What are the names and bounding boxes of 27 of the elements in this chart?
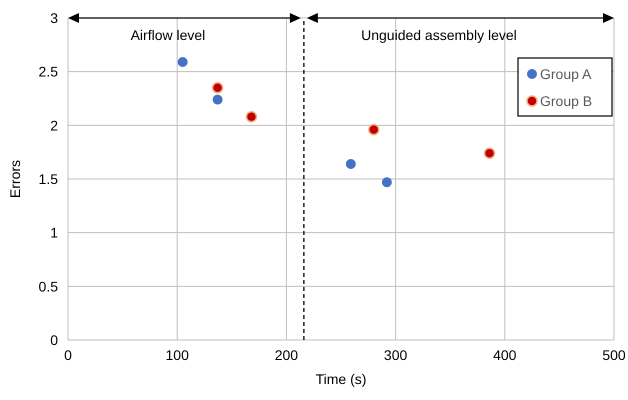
x-tick-label: 100 (166, 347, 190, 363)
x-tick-label: 200 (274, 347, 298, 363)
x-axis-title: Time (s) (316, 371, 366, 387)
y-tick-label: 2.5 (38, 64, 58, 80)
annotation: Airflow level (130, 27, 206, 43)
y-tick-label: 0.5 (38, 278, 58, 294)
legend-label: Group A (540, 66, 592, 82)
point (382, 177, 392, 188)
x-tick-label: 300 (384, 347, 408, 363)
y-tick-label: 0 (50, 332, 58, 348)
y-tick-label: 1 (50, 224, 58, 241)
legend-label: Group B (540, 93, 592, 109)
x-tick-label: 500 (602, 347, 626, 363)
x-tick-label: 400 (493, 347, 517, 363)
annotation: Unguided assembly level (361, 27, 517, 43)
point (212, 82, 224, 94)
point (368, 124, 380, 136)
point (246, 110, 258, 122)
y-tick-label: 2 (50, 117, 58, 134)
point (484, 147, 496, 159)
point (212, 94, 223, 105)
point (346, 158, 356, 169)
y-tick-label: 1.5 (38, 171, 58, 187)
point (178, 57, 188, 68)
y-tick-label: 3 (50, 10, 58, 26)
x-tick-label: 0 (64, 347, 72, 363)
y-axis-title: Errors (7, 160, 23, 198)
